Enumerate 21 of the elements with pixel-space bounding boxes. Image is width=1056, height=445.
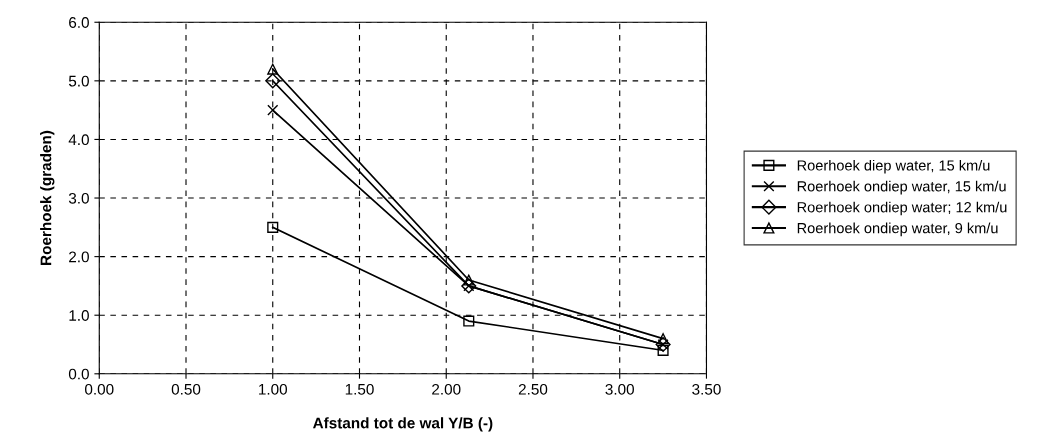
x-axis-title: Afstand tot de wal Y/B (-) — [312, 417, 493, 432]
y-tick-label: 5.0 — [68, 75, 89, 87]
y-tick-label: 3.0 — [68, 192, 89, 204]
legend-label: Roerhoek ondiep water, 15 km/u — [797, 180, 1006, 195]
x-tick-label: 0.00 — [84, 383, 114, 395]
x-tick-label: 1.50 — [345, 383, 374, 395]
x-tick-label: 3.00 — [605, 383, 634, 395]
y-tick-label: 4.0 — [68, 134, 89, 146]
y-tick-label: 6.0 — [69, 17, 89, 28]
x-tick-label: 3.50 — [692, 383, 721, 395]
x-tick-label: 2.00 — [432, 383, 461, 395]
x-tick-label: 2.50 — [518, 383, 548, 395]
legend-label: Roerhoek ondiep water, 9 km/u — [797, 222, 998, 237]
y-tick-label: 2.0 — [69, 251, 89, 263]
legend-label: Roerhoek diep water, 15 km/u — [797, 159, 990, 174]
x-tick-label: 0.50 — [171, 383, 201, 395]
y-tick-label: 1.0 — [69, 310, 89, 321]
x-tick-label: 1.00 — [259, 383, 288, 395]
legend-label: Roerhoek ondiep water; 12 km/u — [797, 201, 1007, 216]
y-tick-label: 0.0 — [68, 368, 89, 380]
y-axis-title: Roerhoek (graden) — [40, 130, 55, 265]
